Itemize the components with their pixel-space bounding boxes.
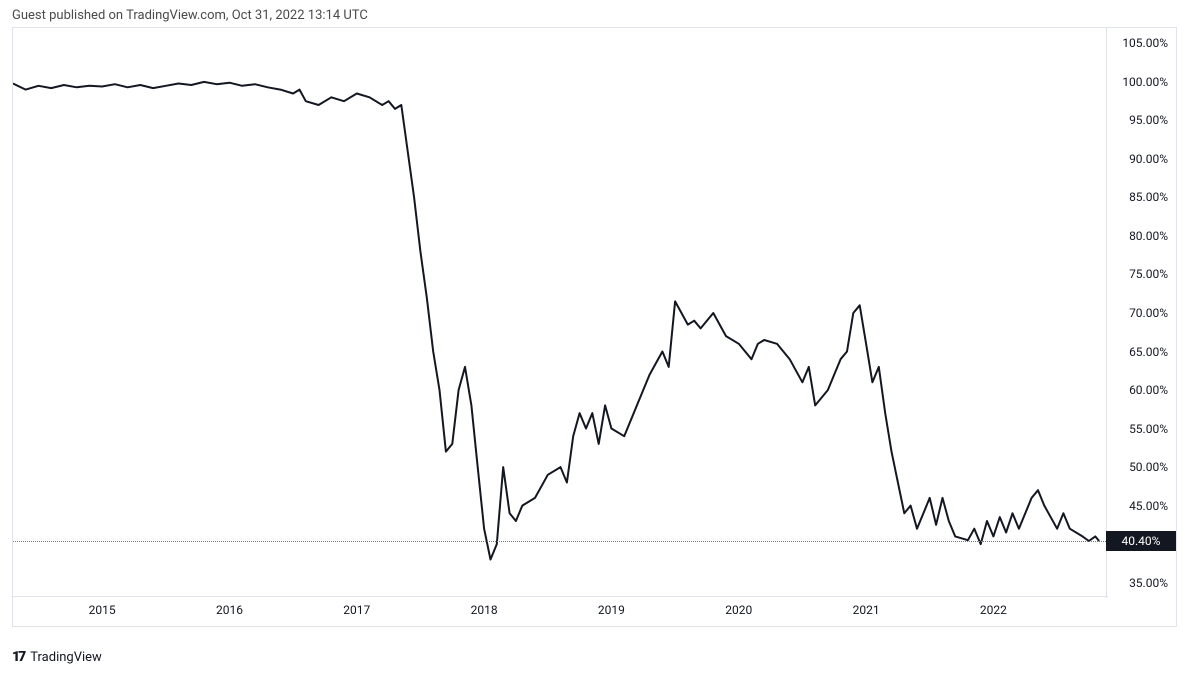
y-axis: 35.00%40.00%45.00%50.00%55.00%60.00%65.0… <box>1106 28 1176 598</box>
y-tick-label: 95.00% <box>1129 113 1168 127</box>
x-tick-label: 2022 <box>980 603 1007 617</box>
y-tick-label: 55.00% <box>1129 422 1168 436</box>
plot-area[interactable] <box>13 28 1108 598</box>
chart-wrap: 35.00%40.00%45.00%50.00%55.00%60.00%65.0… <box>12 27 1177 627</box>
y-tick-label: 90.00% <box>1129 152 1168 166</box>
y-tick-label: 105.00% <box>1122 36 1168 50</box>
y-tick-label: 100.00% <box>1122 75 1168 89</box>
y-tick-label: 80.00% <box>1129 229 1168 243</box>
chart-header: Guest published on TradingView.com, Oct … <box>0 0 1200 27</box>
y-tick-label: 75.00% <box>1129 267 1168 281</box>
y-tick-label: 85.00% <box>1129 190 1168 204</box>
y-tick-label: 65.00% <box>1129 345 1168 359</box>
x-tick-label: 2018 <box>471 603 498 617</box>
x-axis: 2015 2016 2017 2018 2019 2020 2021 2022 <box>13 596 1108 626</box>
brand-label: TradingView <box>30 650 102 665</box>
x-tick-label: 2019 <box>598 603 625 617</box>
x-tick-label: 2021 <box>853 603 880 617</box>
x-tick-label: 2020 <box>725 603 752 617</box>
x-tick-label: 2016 <box>216 603 243 617</box>
x-tick-label: 2017 <box>343 603 370 617</box>
price-line <box>13 82 1099 560</box>
y-tick-label: 60.00% <box>1129 383 1168 397</box>
y-tick-label: 45.00% <box>1129 499 1168 513</box>
tradingview-logo-icon: 17 <box>12 649 24 665</box>
current-value-badge: 40.40% <box>1106 531 1176 551</box>
footer-brand[interactable]: 17 TradingView <box>12 649 102 665</box>
y-tick-label: 50.00% <box>1129 460 1168 474</box>
y-tick-label: 70.00% <box>1129 306 1168 320</box>
chart-container: Guest published on TradingView.com, Oct … <box>0 0 1200 689</box>
y-tick-label: 35.00% <box>1129 576 1168 590</box>
line-chart-svg <box>13 28 1108 598</box>
x-tick-label: 2015 <box>89 603 116 617</box>
